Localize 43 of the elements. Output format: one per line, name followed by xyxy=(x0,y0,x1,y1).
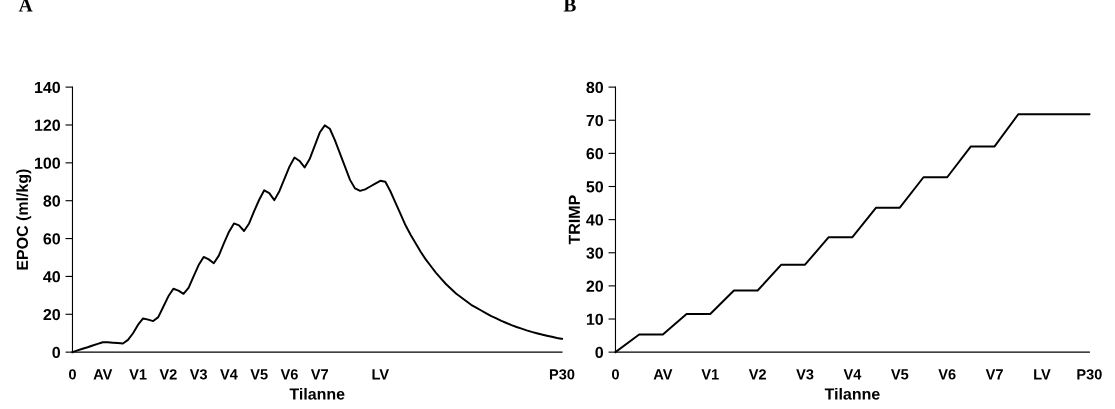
x-tick-label: V2 xyxy=(159,369,177,380)
x-tick-label: AV xyxy=(93,369,113,380)
y-tick-label: 80 xyxy=(586,81,604,94)
y-tick-label: 10 xyxy=(586,313,604,325)
x-tick-label: LV xyxy=(1034,369,1051,380)
y-axis-title: TRIMP xyxy=(568,195,580,245)
x-tick-label: V7 xyxy=(985,369,1003,380)
x-tick-label: P30 xyxy=(549,369,575,380)
y-tick-label: 100 xyxy=(35,157,61,169)
x-tick-label: V4 xyxy=(220,369,238,380)
y-tick-label: 0 xyxy=(52,346,61,359)
y-tick-label: 30 xyxy=(586,247,604,259)
x-tick-label: V3 xyxy=(189,369,208,380)
x-axis-title: Tilanne xyxy=(289,387,345,400)
y-tick-label: 80 xyxy=(43,195,61,207)
y-tick-label: 50 xyxy=(586,181,604,193)
x-tick-label: V1 xyxy=(701,369,719,380)
x-tick-label: AV xyxy=(653,369,673,380)
y-tick-label: 40 xyxy=(43,271,61,283)
y-tick-label: 70 xyxy=(586,114,604,127)
y-tick-label: 20 xyxy=(586,280,604,292)
y-tick-label: 40 xyxy=(586,214,604,226)
x-tick-label: V7 xyxy=(310,369,329,380)
y-tick-label: 20 xyxy=(43,308,61,321)
y-axis-title: EPOC (ml/kg) xyxy=(16,169,32,270)
x-tick-label: V6 xyxy=(280,369,298,380)
y-tick-label: 140 xyxy=(35,81,61,94)
x-tick-label: V3 xyxy=(796,369,814,380)
x-tick-label: V5 xyxy=(250,369,268,380)
y-tick-label: 120 xyxy=(35,119,61,131)
x-axis-title: Tilanne xyxy=(824,387,880,400)
x-tick-label: P30 xyxy=(1077,369,1102,380)
x-tick-label: V1 xyxy=(129,369,147,380)
x-tick-label: V2 xyxy=(748,369,766,380)
x-tick-label: 0 xyxy=(69,369,76,380)
y-tick-label: 60 xyxy=(43,233,61,245)
y-tick-label: 60 xyxy=(586,148,604,160)
x-tick-label: V5 xyxy=(890,369,909,380)
x-tick-label: 0 xyxy=(612,369,619,380)
x-tick-label: V4 xyxy=(843,369,862,380)
y-tick-label: 0 xyxy=(595,346,604,359)
x-tick-label: V6 xyxy=(938,369,956,380)
x-tick-label: LV xyxy=(372,369,389,380)
